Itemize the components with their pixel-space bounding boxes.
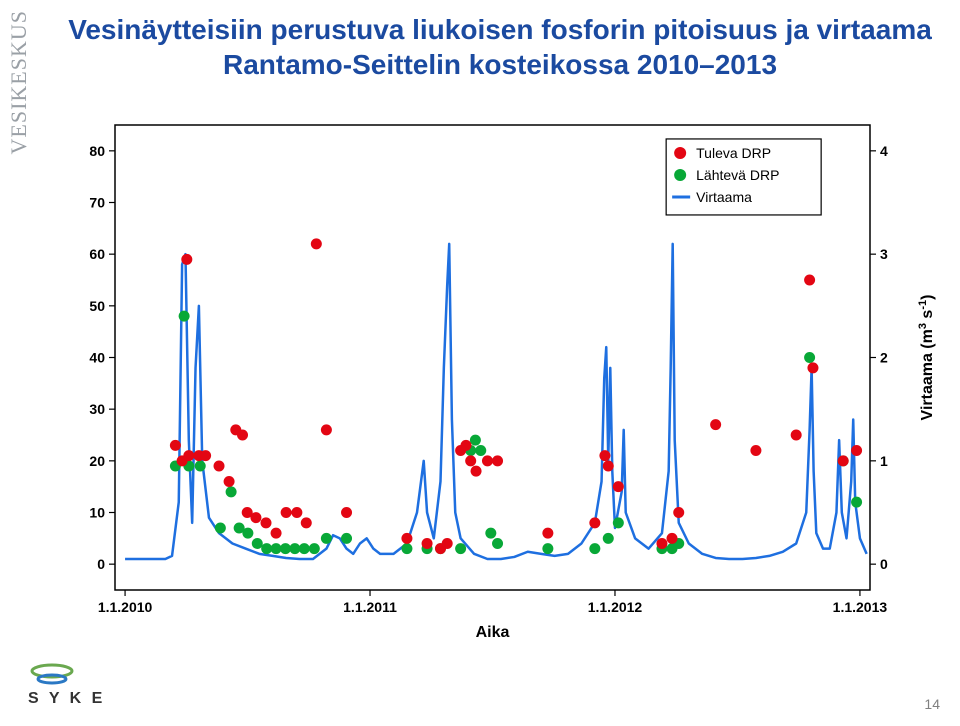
- svg-text:1.1.2012: 1.1.2012: [588, 599, 643, 615]
- svg-text:1.1.2011: 1.1.2011: [343, 599, 397, 615]
- svg-text:3: 3: [880, 246, 888, 262]
- svg-text:30: 30: [89, 401, 105, 417]
- svg-text:1.1.2013: 1.1.2013: [833, 599, 888, 615]
- svg-text:80: 80: [89, 143, 105, 159]
- svg-text:Virtaama: Virtaama: [696, 189, 752, 205]
- svg-text:1: 1: [880, 453, 888, 469]
- syke-logo: S Y K E: [28, 661, 148, 712]
- svg-text:40: 40: [89, 350, 105, 366]
- svg-text:0: 0: [880, 556, 888, 572]
- svg-text:10: 10: [89, 505, 105, 521]
- vesikeskus-text: VESIKESKUS: [6, 10, 32, 154]
- svg-text:50: 50: [89, 298, 105, 314]
- svg-text:4: 4: [880, 143, 888, 159]
- svg-text:Aika: Aika: [476, 624, 510, 641]
- vesikeskus-logo: VESIKESKUS: [6, 10, 32, 159]
- svg-text:20: 20: [89, 453, 105, 469]
- slide-title: Vesinäytteisiin perustuva liukoisen fosf…: [60, 12, 940, 82]
- svg-text:70: 70: [89, 195, 105, 211]
- svg-text:Tuleva DRP: Tuleva DRP: [696, 145, 771, 161]
- svg-text:2: 2: [880, 350, 888, 366]
- svg-text:1.1.2010: 1.1.2010: [98, 599, 153, 615]
- svg-text:60: 60: [89, 246, 105, 262]
- page-number: 14: [924, 696, 940, 712]
- syke-text: S Y K E: [28, 690, 105, 707]
- svg-text:Lähtevä DRP: Lähtevä DRP: [696, 167, 779, 183]
- svg-text:Virtaama (m3 s-1): Virtaama (m3 s-1): [917, 295, 936, 421]
- chart-container: 0 10 20 30 40 50 60 70 80 0 1 2 3 4 1.1.2010 1.1.2011 1.…: [60, 115, 940, 645]
- drp-flow-chart: 0 10 20 30 40 50 60 70 80 0 1 2 3 4 1.1.2010 1.1.2011 1.…: [60, 115, 940, 645]
- svg-text:0: 0: [97, 556, 105, 572]
